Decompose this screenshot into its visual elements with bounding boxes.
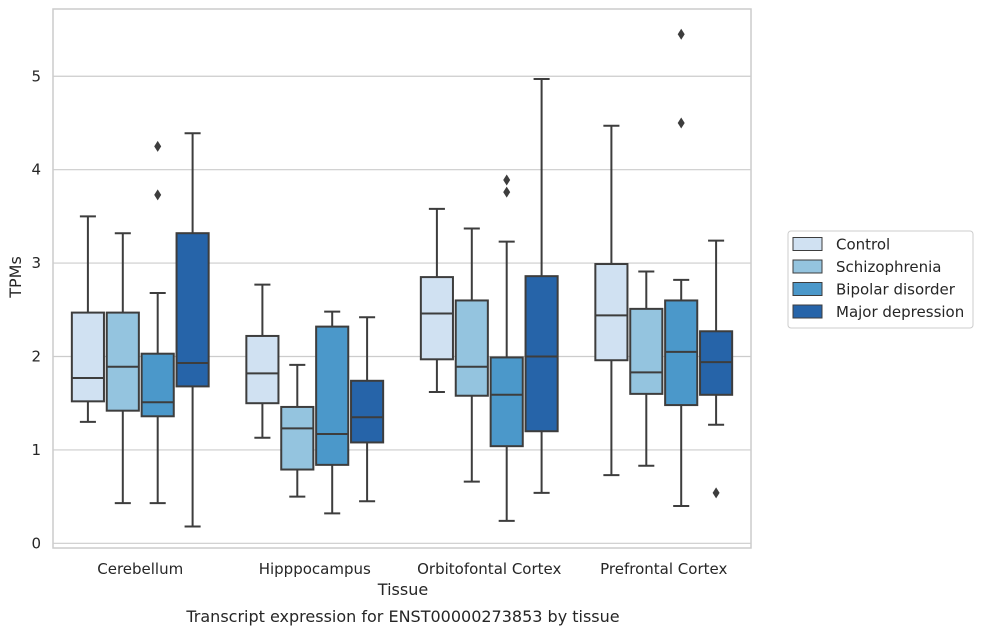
y-tick-label: 4 (31, 161, 41, 179)
box-group (524, 78, 559, 494)
legend-label: Schizophrenia (836, 258, 941, 276)
box-groups (70, 28, 734, 528)
box-group (175, 132, 210, 528)
box (489, 356, 524, 448)
box-group (70, 215, 105, 423)
box (350, 379, 385, 444)
outlier-point (503, 174, 511, 186)
box-group (245, 283, 280, 439)
y-tick-label: 3 (31, 254, 41, 272)
box-group (140, 140, 175, 505)
box-group (699, 239, 734, 499)
box (140, 352, 175, 418)
legend-label: Bipolar disorder (836, 281, 956, 299)
box (454, 299, 489, 397)
x-tick-label: Prefrontal Cortex (600, 560, 727, 578)
legend-label: Major depression (836, 303, 964, 321)
box (280, 405, 315, 471)
legend-swatch (792, 259, 823, 274)
x-tick-label: Hipppocampus (259, 560, 371, 578)
outlier-point (503, 186, 511, 198)
box (524, 275, 559, 433)
outlier-point (154, 189, 162, 201)
box (105, 311, 140, 412)
y-tick-labels: 0 1 2 3 4 5 (31, 67, 41, 552)
legend-swatch (792, 237, 823, 251)
legend-swatch (792, 282, 823, 296)
box-group (594, 124, 629, 477)
box (629, 307, 664, 395)
box-group (350, 316, 385, 503)
plot-frame (52, 8, 752, 549)
legend-swatch (792, 304, 823, 319)
y-tick-label: 1 (31, 441, 41, 459)
box-group (454, 227, 489, 483)
legend-frame (787, 230, 974, 329)
box-group (629, 270, 664, 467)
box (315, 325, 350, 466)
box-group (105, 232, 140, 505)
box (70, 311, 105, 403)
box-group (315, 310, 350, 515)
legend: Control Schizophrenia Bipolar disorder Majo… (787, 230, 974, 329)
box (419, 276, 454, 361)
box-group (489, 174, 524, 522)
outlier-point (154, 140, 162, 152)
box (245, 334, 280, 405)
x-tick-label: Cerebellum (97, 560, 183, 578)
y-tick-label: 5 (31, 67, 41, 85)
y-tick-label: 2 (31, 348, 41, 366)
box (175, 232, 210, 388)
chart-caption: Transcript expression for ENST0000027385… (185, 607, 619, 626)
legend-label: Control (836, 236, 890, 254)
box-group (419, 207, 454, 393)
x-axis-label: Tissue (377, 580, 428, 599)
outlier-point (677, 117, 685, 129)
x-tick-label: Orbitofontal Cortex (417, 560, 561, 578)
y-axis-label: TPMs (6, 256, 25, 299)
box (594, 263, 629, 362)
y-tick-label: 0 (31, 534, 41, 552)
outlier-point (712, 487, 720, 499)
box-group (664, 28, 699, 507)
outlier-point (677, 28, 685, 40)
box-group (280, 363, 315, 498)
x-tick-labels: Cerebellum Hipppocampus Orbitofontal Corte… (97, 560, 727, 578)
